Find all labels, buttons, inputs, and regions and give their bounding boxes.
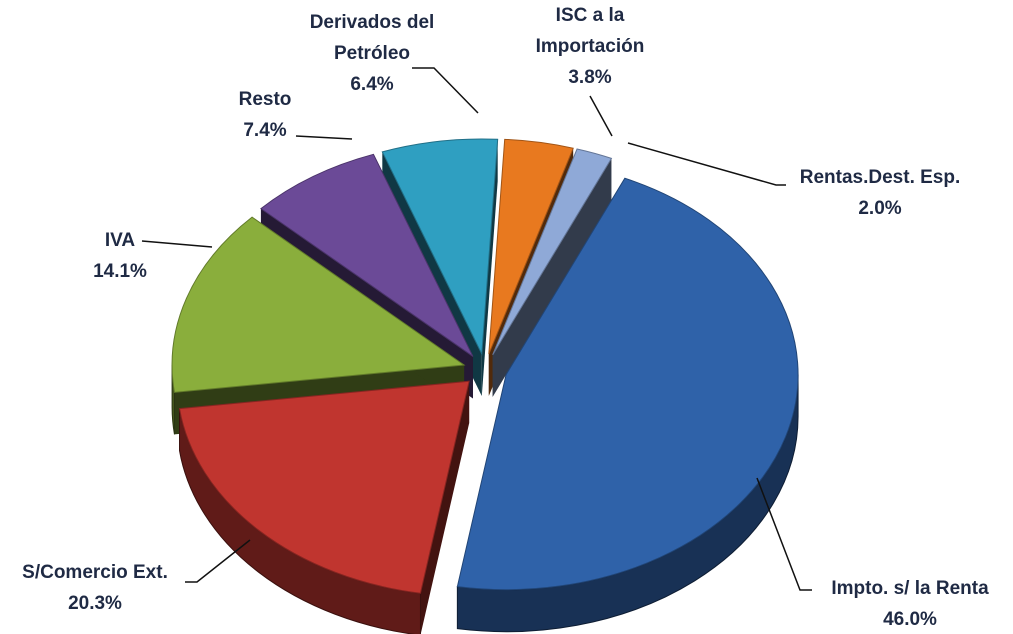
slice-edge	[492, 158, 612, 397]
leader-line	[589, 95, 613, 137]
slice-label: Resto 7.4%	[205, 84, 325, 146]
slice-label: ISC a la Importación 3.8%	[520, 0, 660, 93]
slice	[488, 138, 574, 355]
slice	[381, 138, 499, 356]
category-label: Impto. s/ la Renta	[831, 578, 989, 599]
category-label: S/Comercio Ext.	[22, 562, 168, 583]
leader-line	[756, 477, 812, 591]
leader-line	[295, 135, 353, 140]
slice	[492, 148, 613, 356]
value-label: 2.0%	[858, 198, 902, 219]
slice	[171, 216, 466, 393]
value-label: 6.4%	[350, 74, 394, 95]
value-label: 20.3%	[68, 593, 122, 614]
leader-line	[627, 142, 786, 186]
value-label: 7.4%	[243, 120, 287, 141]
value-label: 14.1%	[93, 261, 147, 282]
value-label: 3.8%	[568, 67, 612, 88]
slice-label: Derivados del Petróleo 6.4%	[297, 7, 447, 100]
category-label: Rentas.Dest. Esp.	[799, 167, 961, 188]
slice-edge	[481, 139, 498, 396]
slice-label: IVA 14.1%	[60, 225, 180, 287]
slice-edge	[420, 381, 470, 634]
leader-line	[141, 240, 213, 248]
slice	[456, 177, 799, 591]
slice-label: Rentas.Dest. Esp. 2.0%	[765, 162, 995, 224]
slice-label: S/Comercio Ext. 20.3%	[0, 557, 205, 619]
category-label: Resto	[238, 89, 292, 110]
value-label: 46.0%	[883, 609, 937, 630]
leader-line	[185, 539, 251, 583]
category-label: ISC a la Importación	[535, 5, 645, 57]
slice-label: Impto. s/ la Renta 46.0%	[790, 573, 1013, 634]
slice	[178, 380, 470, 594]
leader-line	[412, 67, 479, 114]
category-label: Derivados del Petróleo	[309, 12, 435, 64]
slice	[260, 153, 474, 357]
category-label: IVA	[104, 230, 136, 251]
